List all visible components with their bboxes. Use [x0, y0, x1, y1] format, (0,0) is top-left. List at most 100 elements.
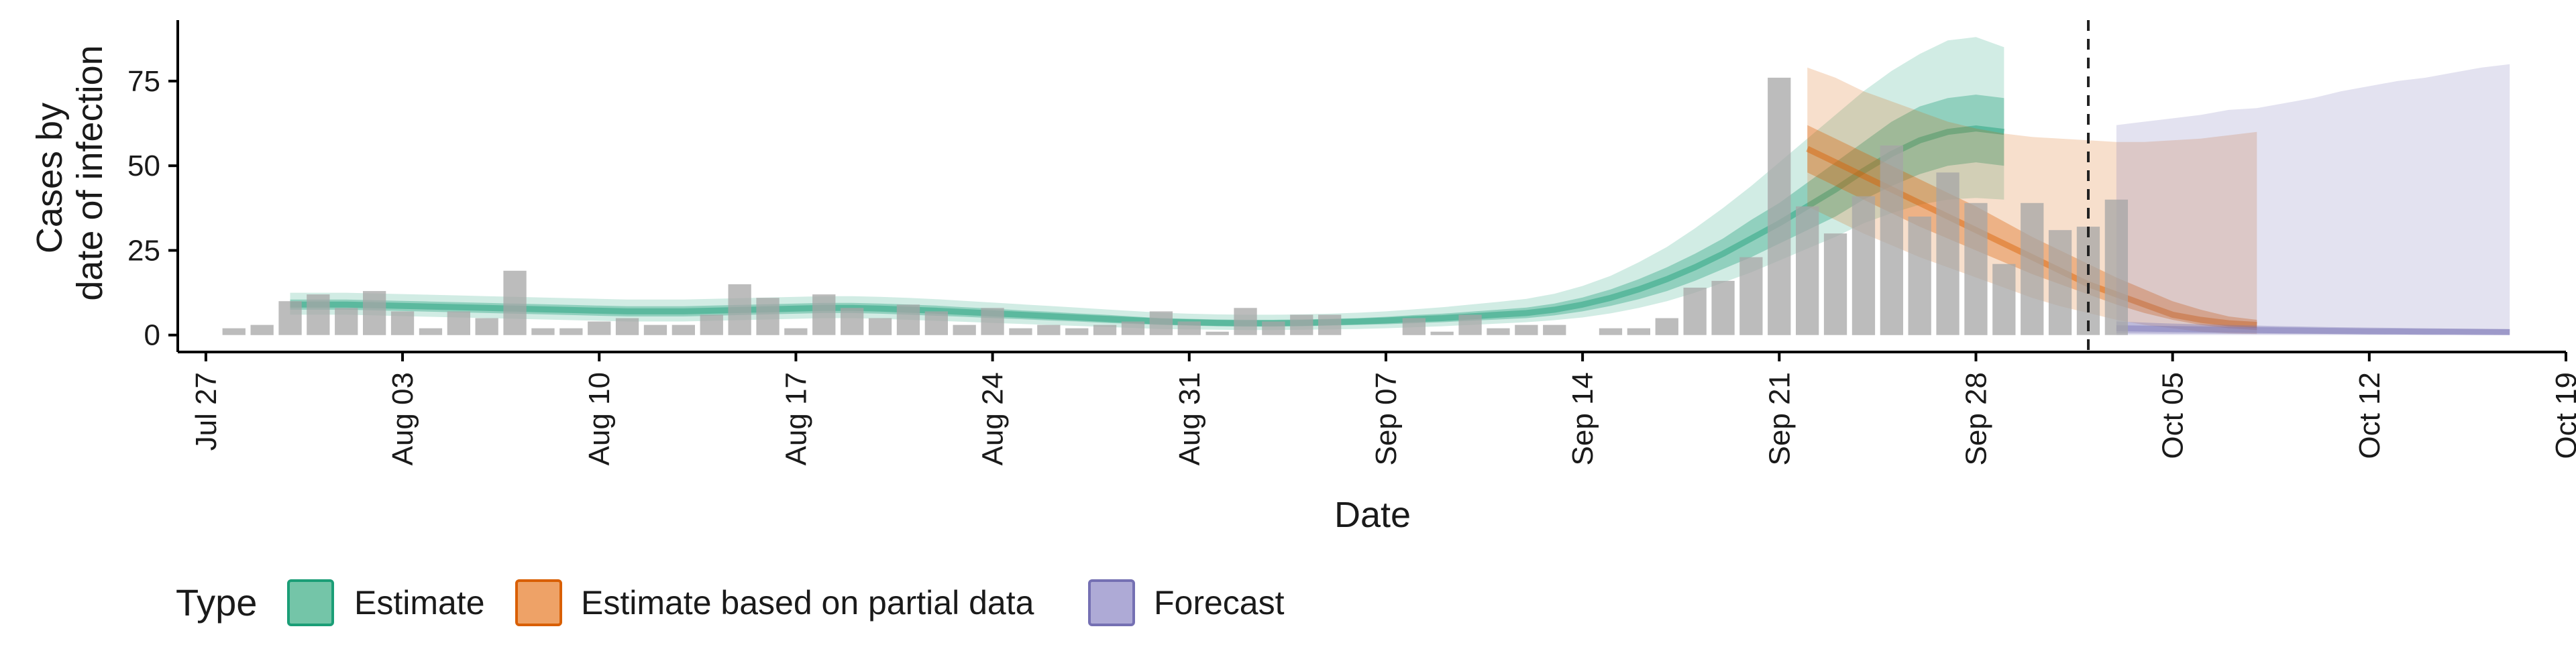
bar: [559, 328, 583, 335]
bar: [1177, 321, 1201, 335]
bar: [531, 328, 555, 335]
x-tick-label: Oct 19: [2550, 372, 2576, 459]
bar: [1936, 172, 1960, 335]
bar: [1093, 325, 1117, 335]
bar: [896, 304, 920, 335]
bar: [1458, 314, 1482, 335]
bar: [1964, 202, 1988, 335]
bar: [1487, 328, 1510, 335]
bar: [1739, 257, 1763, 335]
legend-label-estimate: Estimate: [354, 584, 485, 622]
x-tick-label: Sep 21: [1763, 372, 1796, 465]
bar: [588, 321, 611, 335]
ribbon-layer: [290, 37, 2510, 335]
bar: [222, 328, 246, 335]
bar: [447, 311, 470, 335]
x-tick-label: Oct 05: [2157, 372, 2190, 459]
bar: [981, 308, 1004, 335]
y-axis-title-line1: Cases by: [30, 103, 70, 253]
bar: [1037, 325, 1061, 335]
bar: [2021, 202, 2044, 335]
bar: [250, 325, 274, 335]
bar: [503, 270, 527, 335]
x-tick-label: Sep 28: [1960, 372, 1993, 465]
x-tick-label: Aug 17: [780, 372, 812, 465]
bar: [868, 318, 892, 335]
y-tick-layer: 0 25 50 75: [127, 65, 178, 352]
bar: [1009, 328, 1032, 335]
bar: [1149, 311, 1173, 335]
bar: [1711, 280, 1735, 335]
bar: [1599, 328, 1623, 335]
x-tick-label: Aug 03: [386, 372, 419, 465]
bar: [1543, 325, 1566, 335]
bar: [1796, 206, 1819, 335]
legend-swatch-partial: [515, 579, 562, 626]
forecast-median-line: [2116, 325, 2510, 335]
bar: [756, 298, 780, 335]
x-tick-label: Aug 24: [977, 372, 1010, 465]
x-tick-label: Aug 10: [583, 372, 616, 465]
bar: [1402, 318, 1426, 335]
forecast-band-90: [2116, 64, 2510, 335]
x-tick-label: Jul 27: [190, 372, 223, 451]
x-tick-label: Aug 31: [1173, 372, 1206, 465]
bar: [1205, 331, 1229, 335]
bar: [475, 318, 498, 335]
bar: [1430, 331, 1454, 335]
bar: [1768, 77, 1791, 335]
legend-swatch-forecast: [1088, 579, 1135, 626]
bar: [1065, 328, 1089, 335]
estimate-band-90: [290, 37, 2004, 331]
y-tick-label: 0: [144, 319, 160, 352]
legend: Type Estimate Estimate based on partial …: [176, 579, 1285, 626]
bar: [2048, 230, 2072, 335]
bar: [1627, 328, 1650, 335]
bar: [643, 325, 667, 335]
bar: [1318, 314, 1342, 335]
y-tick-label: 75: [127, 65, 160, 98]
bar: [841, 308, 864, 335]
bar: [700, 314, 723, 335]
bar: [1683, 288, 1707, 335]
bar: [363, 291, 386, 335]
bar: [1655, 318, 1678, 335]
legend-swatch-estimate: [287, 579, 334, 626]
bar: [2076, 227, 2100, 335]
forecast-band-20: [2116, 321, 2510, 335]
bar: [307, 294, 330, 335]
bar: [1515, 325, 1538, 335]
bar: [924, 311, 948, 335]
bar: [1823, 233, 1847, 335]
estimate-median-line: [290, 125, 2004, 327]
bar: [278, 301, 302, 335]
bar-layer: [222, 77, 2128, 335]
bar: [1234, 308, 1257, 335]
x-tick-label: Sep 14: [1566, 372, 1599, 465]
bar: [1992, 263, 2016, 335]
bar: [2104, 199, 2128, 335]
bar: [1290, 314, 1313, 335]
y-axis-title: Cases by date of infection: [30, 45, 110, 300]
bar: [672, 325, 695, 335]
y-axis-title-line2: date of infection: [70, 45, 110, 300]
bar: [390, 311, 415, 335]
bar: [1262, 321, 1285, 335]
bar: [784, 328, 808, 335]
bar: [812, 294, 836, 335]
legend-label-partial: Estimate based on partial data: [581, 584, 1034, 622]
x-tick-label: Sep 07: [1370, 372, 1403, 465]
bar: [1880, 145, 1903, 335]
bar: [1851, 196, 1876, 335]
bar: [335, 308, 358, 335]
legend-title: Type: [176, 581, 257, 624]
estimate-band-20: [290, 95, 2004, 327]
y-tick-label: 25: [127, 234, 160, 267]
legend-label-forecast: Forecast: [1154, 584, 1285, 622]
estimate-based-on-partial-data-band-90: [1807, 67, 2257, 335]
bar: [419, 328, 443, 335]
x-tick-layer: Jul 27 Aug 03 Aug 10 Aug 17 Aug 24 Aug 31 Sep …: [190, 352, 2576, 465]
bar: [1908, 217, 1931, 335]
